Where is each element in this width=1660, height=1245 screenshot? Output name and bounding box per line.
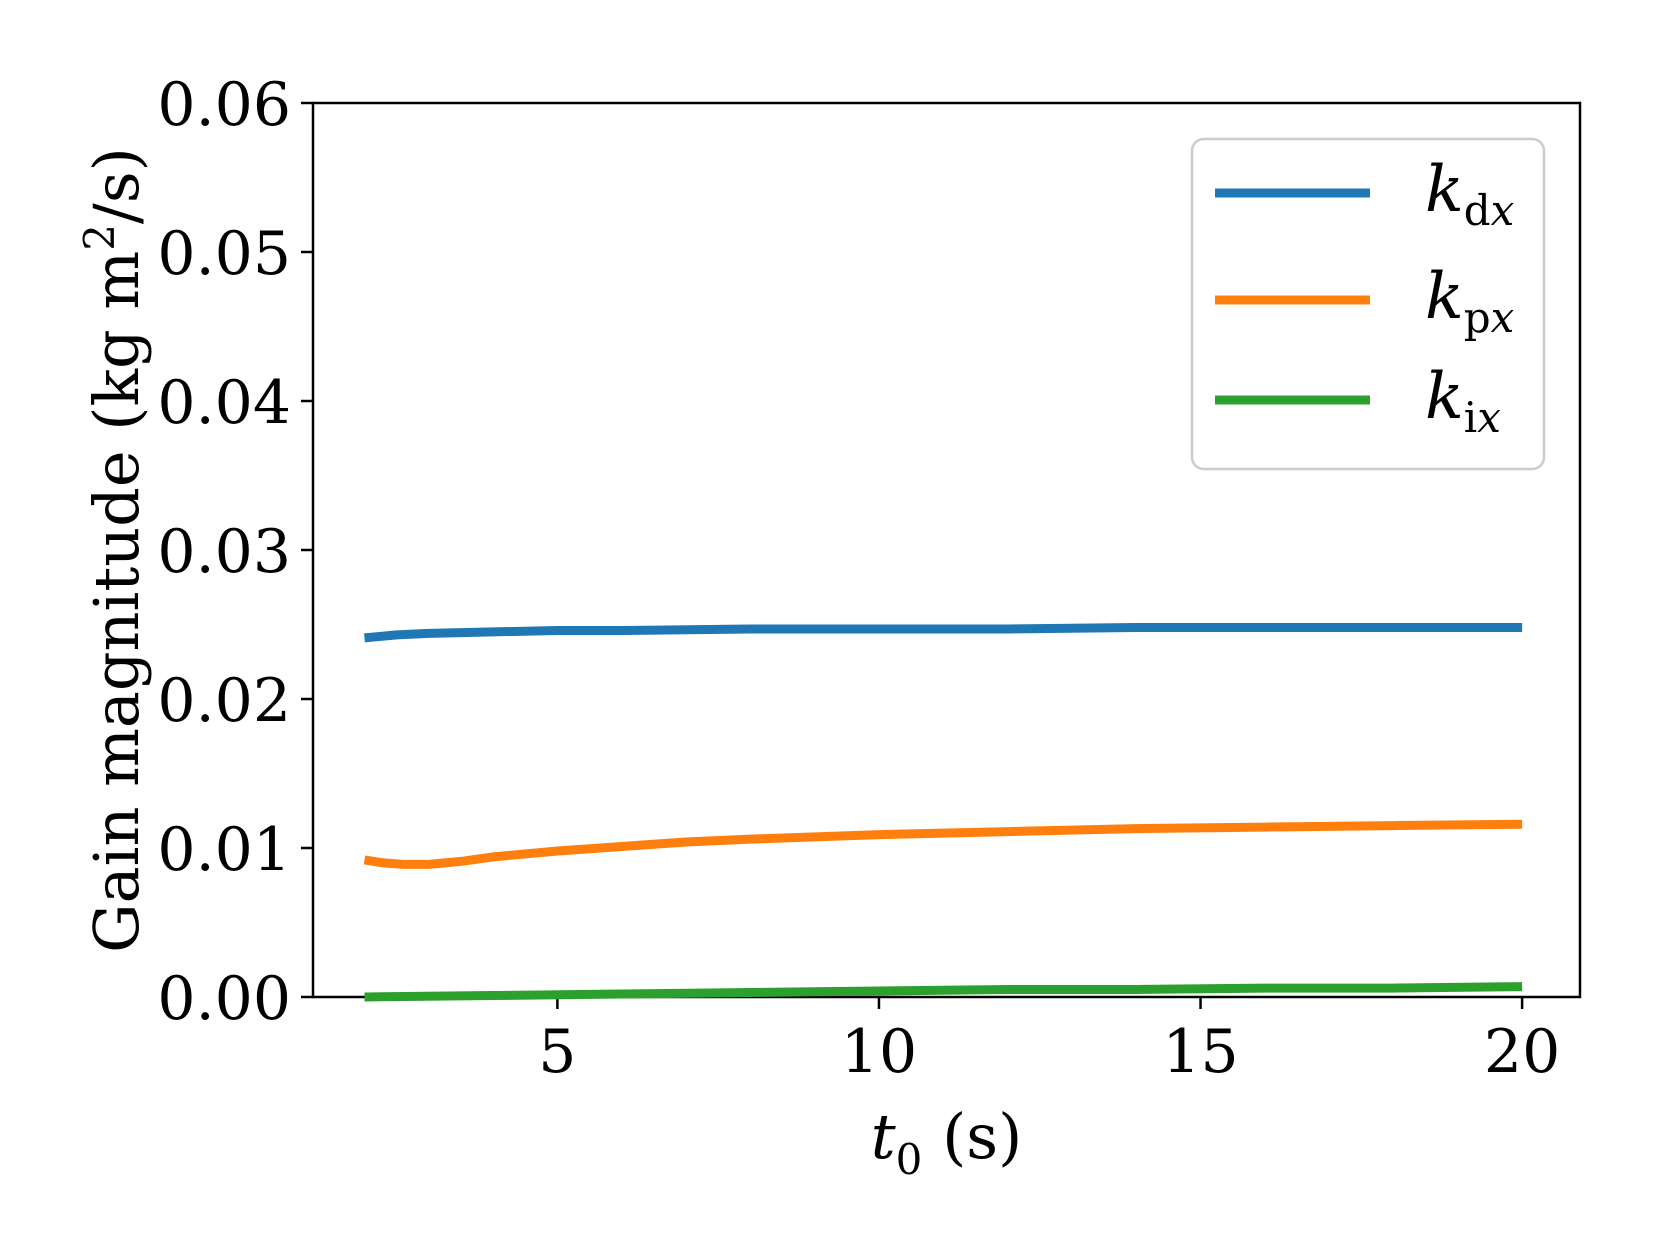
- x-tick-label: 10: [841, 1017, 917, 1087]
- legend-label-kdx: kdx: [1425, 153, 1515, 235]
- series-lines: [363, 623, 1523, 1002]
- y-axis-ticks: 0.00 0.01 0.02 0.03 0.04 0.05 0.06: [157, 70, 313, 1034]
- series-line-kdx: [364, 623, 1523, 643]
- x-axis-title: t0 (s): [871, 1100, 1023, 1184]
- series-line-kix: [364, 982, 1523, 1002]
- y-tick-label: 0.06: [157, 70, 291, 140]
- x-tick-label: 5: [538, 1017, 576, 1087]
- legend-entry-kpx: kpx: [1215, 260, 1515, 342]
- y-tick-label: 0.01: [157, 815, 291, 885]
- legend-label-kix: kix: [1425, 360, 1501, 442]
- y-tick-label: 0.00: [157, 964, 291, 1034]
- y-tick-label: 0.03: [157, 517, 291, 587]
- x-tick-label: 20: [1484, 1017, 1560, 1087]
- x-axis-ticks: 5 10 15 20: [538, 997, 1560, 1087]
- legend-entry-kix: kix: [1215, 360, 1501, 442]
- y-axis-title: Gain magnitude (kg m2/s): [75, 147, 153, 953]
- legend-entry-kdx: kdx: [1215, 153, 1515, 235]
- y-tick-label: 0.05: [157, 219, 291, 289]
- y-tick-label: 0.04: [157, 368, 291, 438]
- legend-label-kpx: kpx: [1425, 260, 1515, 342]
- x-tick-label: 15: [1162, 1017, 1238, 1087]
- legend: kdx kpx kix: [1190, 137, 1546, 471]
- series-line-kpx: [363, 819, 1523, 869]
- y-tick-label: 0.02: [157, 666, 291, 736]
